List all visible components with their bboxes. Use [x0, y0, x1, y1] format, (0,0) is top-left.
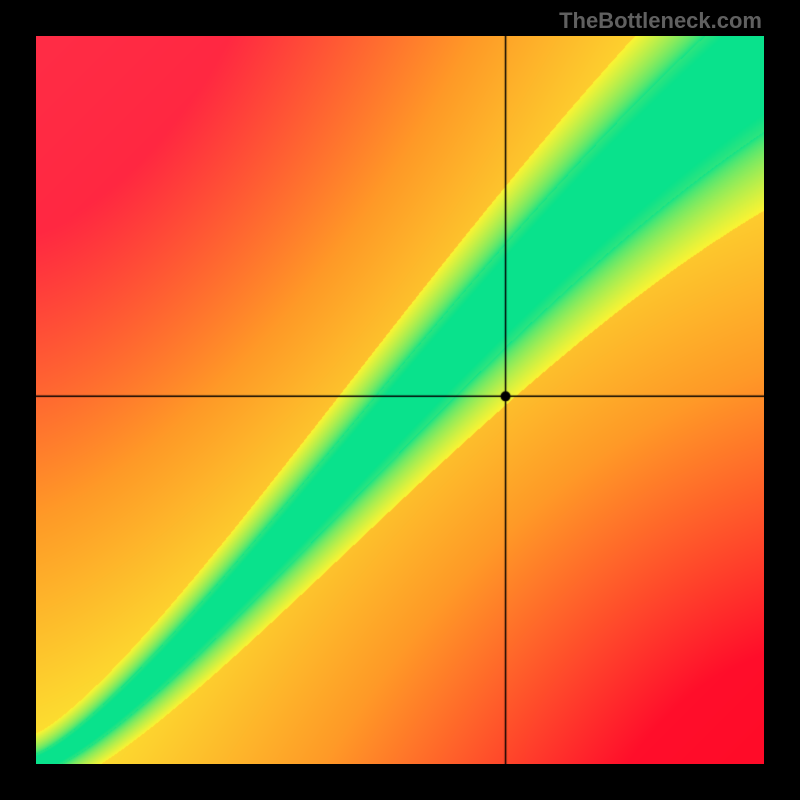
watermark-text: TheBottleneck.com — [559, 8, 762, 34]
heatmap-canvas — [36, 36, 764, 764]
bottleneck-heatmap — [36, 36, 764, 764]
